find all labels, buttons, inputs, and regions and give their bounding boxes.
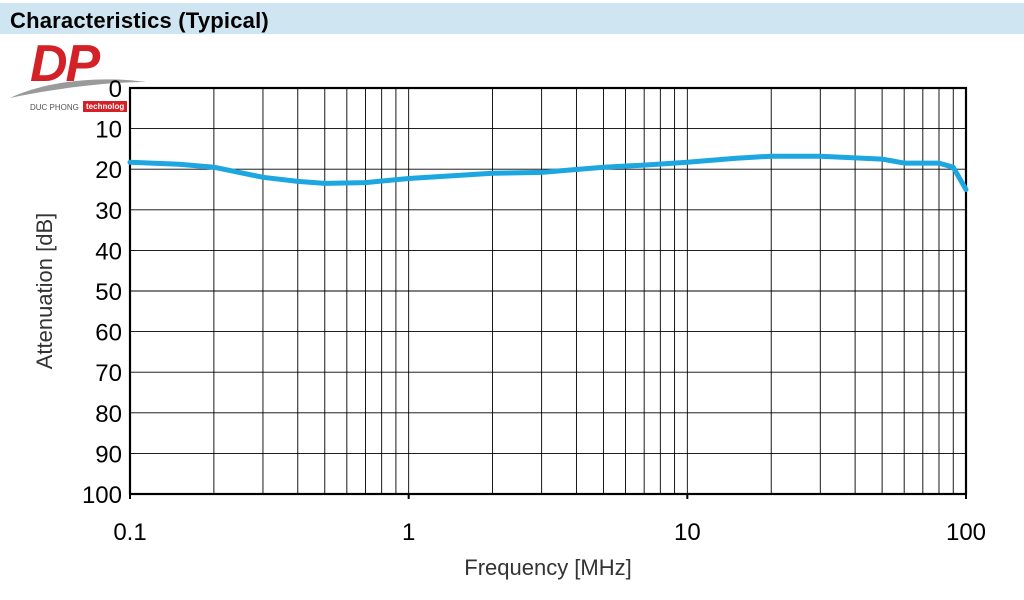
y-tick-label: 30 xyxy=(95,198,122,225)
y-tick-label: 80 xyxy=(95,401,122,428)
y-tick-label: 10 xyxy=(95,117,122,144)
x-axis-label: Frequency [MHz] xyxy=(464,555,632,580)
y-tick-label: 70 xyxy=(95,360,122,387)
logo-swoosh-icon xyxy=(10,79,146,98)
company-logo: DP DUC PHONG technolog xyxy=(8,34,148,116)
y-tick-label: 100 xyxy=(82,482,122,509)
header-bar: Characteristics (Typical) xyxy=(0,3,1024,34)
logo-tagline: technolog xyxy=(83,101,128,112)
y-tick-label: 90 xyxy=(95,441,122,468)
page-title: Characteristics (Typical) xyxy=(10,8,269,33)
x-tick-label: 10 xyxy=(674,519,701,546)
x-tick-label: 100 xyxy=(946,519,986,546)
y-tick-label: 0 xyxy=(109,76,122,103)
y-axis-label: Attenuation [dB] xyxy=(32,213,57,370)
plot-frame xyxy=(128,86,968,496)
y-tick-label: 20 xyxy=(95,157,122,184)
logo-company-name: DUC PHONG xyxy=(30,103,79,112)
x-tick-label: 1 xyxy=(402,519,415,546)
y-tick-label: 40 xyxy=(95,238,122,265)
y-tick-label: 50 xyxy=(95,279,122,306)
logo-letters: DP xyxy=(30,35,100,93)
y-tick-label: 60 xyxy=(95,320,122,347)
series-line xyxy=(127,153,969,192)
x-tick-label: 0.1 xyxy=(113,519,146,546)
